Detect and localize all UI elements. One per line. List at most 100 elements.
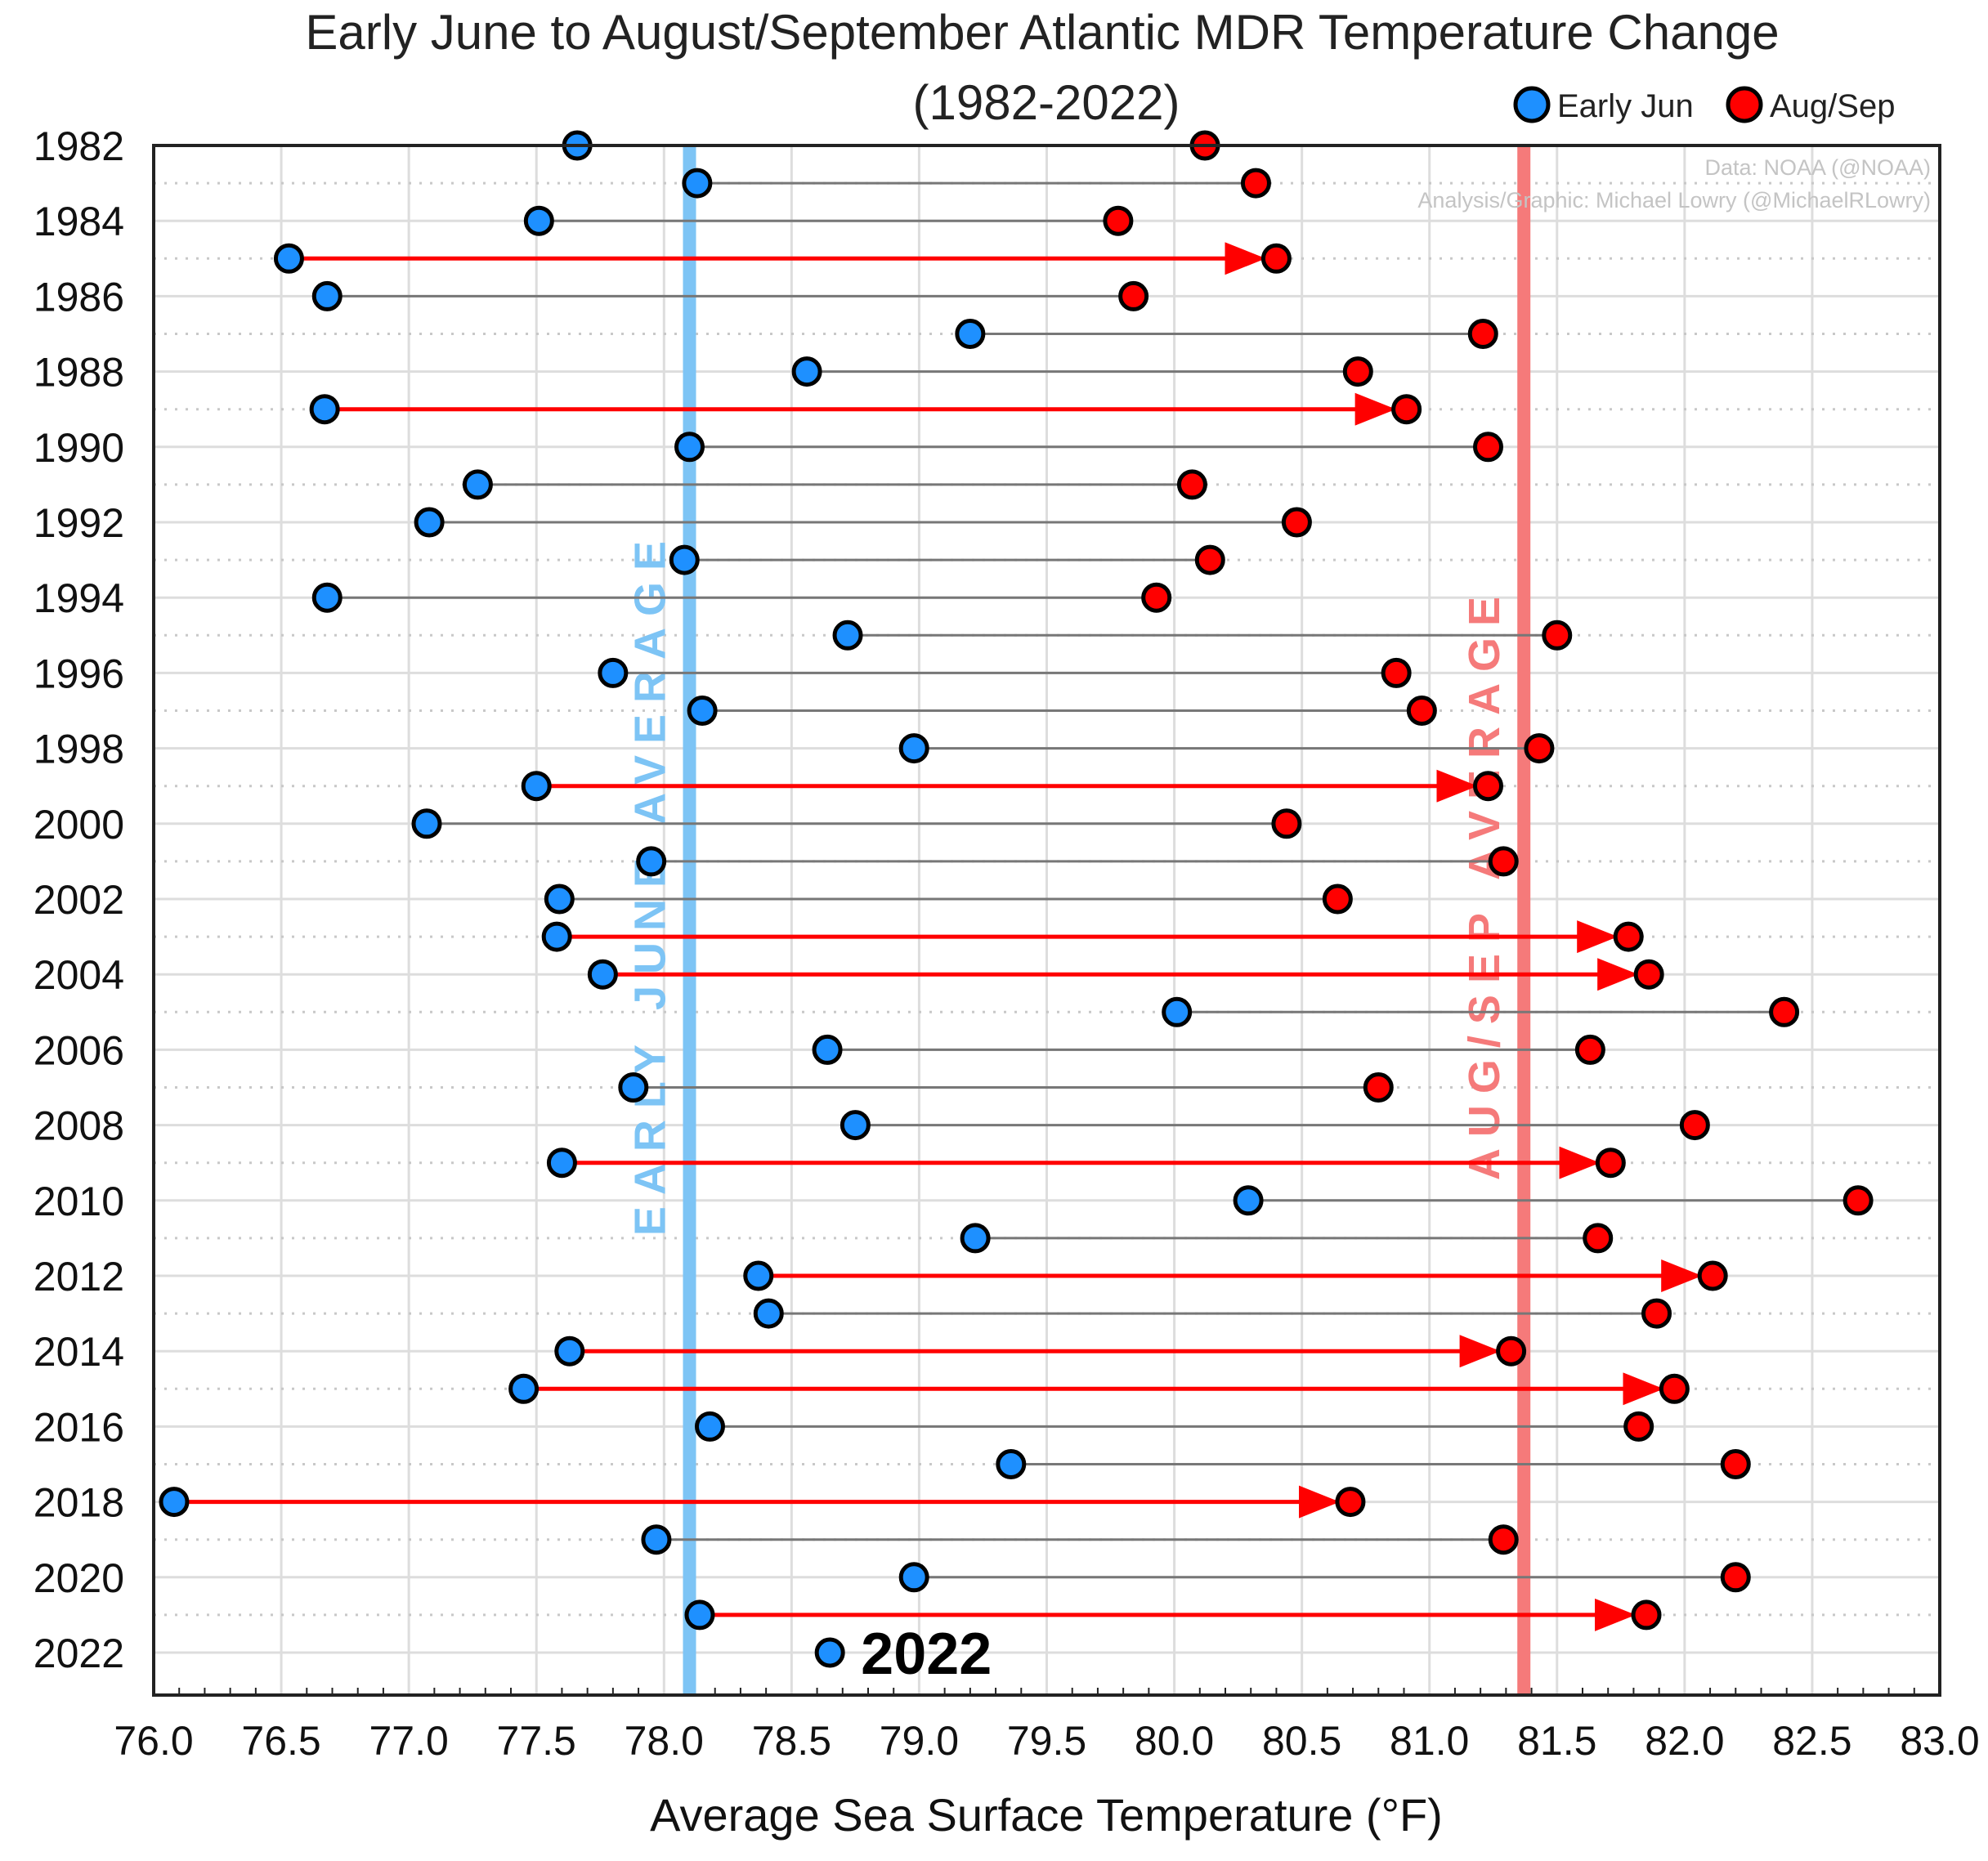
legend-label-aug-sep: Aug/Sep [1770,88,1895,124]
y-tick-label: 1996 [34,651,124,696]
y-axis-ticks: 1982 1984 1986 1988 1990 1992 1994 1996 1998 2000… [34,123,124,1676]
early-jun-point-1987 [955,319,986,349]
aug-sep-point-1984 [1103,205,1134,236]
y-tick-label: 2014 [34,1329,124,1375]
x-axis-ticks: 76.0 76.5 77.0 77.5 78.0 78.5 79.0 79.5 80.0 80.5… [114,1718,1979,1764]
x-tick-label: 77.5 [497,1718,576,1764]
x-tick-label: 79.5 [1007,1718,1086,1764]
aug-sep-point-1991 [1176,469,1207,500]
aug-sep-point-2020 [1720,1562,1751,1593]
aug-sep-point-2006 [1574,1034,1605,1065]
early-jun-point-1999 [521,771,552,802]
y-tick-label: 1994 [34,575,124,621]
x-tick-label: 80.0 [1135,1718,1214,1764]
x-axis-label: Average Sea Surface Temperature (°F) [650,1789,1443,1841]
legend-marker-early-jun [1513,86,1551,123]
aug-sep-point-2002 [1322,884,1353,915]
early-jun-point-1991 [462,469,493,500]
x-tick-label: 81.5 [1517,1718,1596,1764]
aug-sep-point-1986 [1118,280,1149,311]
early-jun-point-2019 [641,1524,672,1555]
early-jun-point-2020 [898,1562,929,1593]
y-tick-label: 1988 [34,350,124,396]
early-jun-point-2006 [812,1034,843,1065]
x-tick-label: 80.5 [1262,1718,1341,1764]
legend-marker-aug-sep [1726,86,1763,123]
early-jun-point-2008 [840,1110,871,1141]
early-jun-point-2004 [587,959,618,990]
aug-sep-point-1999 [1473,771,1504,802]
aug-sep-point-2001 [1488,846,1519,877]
aug-sep-point-2007 [1363,1072,1394,1103]
aug-sep-point-2021 [1631,1599,1662,1631]
early-jun-point-2000 [411,808,442,839]
y-tick-label: 2008 [34,1103,124,1149]
y-tick-label: 1990 [34,425,124,471]
x-tick-label: 78.5 [752,1718,831,1764]
callout-2022-label: 2022 [861,1622,992,1687]
y-tick-label: 2000 [34,802,124,848]
aug-sep-point-1993 [1194,544,1225,575]
early-jun-point-2014 [554,1335,585,1367]
y-tick-label: 2022 [34,1631,124,1676]
early-jun-point-1992 [414,507,445,538]
early-jun-point-2012 [743,1260,774,1291]
aug-sep-point-1989 [1391,394,1422,425]
early-jun-point-2009 [546,1147,577,1179]
aug-sep-point-1996 [1381,657,1412,688]
early-jun-point-2015 [508,1373,540,1404]
aug-sep-point-2011 [1583,1223,1614,1254]
x-tick-label: 76.5 [241,1718,320,1764]
aug-sep-point-2016 [1623,1411,1654,1442]
chart-subtitle: (1982-2022) [913,75,1180,130]
aug-sep-point-1990 [1473,432,1504,463]
chart-title: Early June to August/September Atlantic … [305,5,1779,60]
aug-sep-point-2012 [1697,1260,1728,1291]
aug-sep-point-2018 [1335,1487,1366,1518]
early-jun-point-1985 [273,243,304,274]
aug-sep-point-2013 [1641,1298,1672,1329]
x-tick-label: 78.0 [625,1718,704,1764]
data-points [159,130,1874,1668]
early-jun-point-2011 [960,1223,991,1254]
early-jun-point-1990 [674,432,705,463]
y-tick-label: 2010 [34,1179,124,1224]
aug-sep-point-1995 [1542,620,1573,651]
early-jun-point-1989 [309,394,340,425]
x-tick-label: 82.5 [1772,1718,1851,1764]
y-tick-label: 2018 [34,1480,124,1526]
aug-sep-point-1987 [1467,319,1498,349]
early-jun-point-2005 [1162,996,1193,1027]
early-jun-point-1984 [523,205,554,236]
legend: Early Jun Aug/Sep [1513,86,1895,124]
early-jun-point-1988 [791,356,822,387]
grid [154,144,1940,1695]
aug-sep-point-2017 [1720,1449,1751,1479]
aug-sep-point-1985 [1260,243,1292,274]
aug-sep-point-2008 [1679,1110,1710,1141]
early-jun-point-2022 [814,1637,845,1668]
y-tick-label: 2002 [34,877,124,923]
x-tick-label: 82.0 [1645,1718,1724,1764]
y-tick-label: 2006 [34,1027,124,1073]
early-jun-point-1995 [832,620,863,651]
early-jun-point-1998 [898,733,929,764]
y-tick-label: 1982 [34,123,124,169]
early-jun-point-2013 [753,1298,784,1329]
aug-sep-point-1988 [1342,356,1373,387]
early-jun-point-2001 [636,846,667,877]
aug-sep-point-2004 [1633,959,1664,990]
credit-analysis: Analysis/Graphic: Michael Lowry (@Michae… [1417,188,1931,212]
aug-sep-point-1997 [1406,696,1437,726]
y-tick-label: 1998 [34,727,124,772]
aug-sep-point-1994 [1141,582,1172,613]
early-jun-point-1993 [669,544,700,575]
early-jun-point-2017 [996,1449,1027,1479]
connector-lines [173,144,1859,1631]
aug-sep-average-label: AUG/SEP AVERAGE [1460,585,1509,1180]
y-tick-label: 2016 [34,1404,124,1450]
credit-data-source: Data: NOAA (@NOAA) [1705,155,1931,180]
reference-lines: EARLY JUNE AVERAGE AUG/SEP AVERAGE [626,145,1531,1695]
y-tick-label: 2004 [34,952,124,998]
